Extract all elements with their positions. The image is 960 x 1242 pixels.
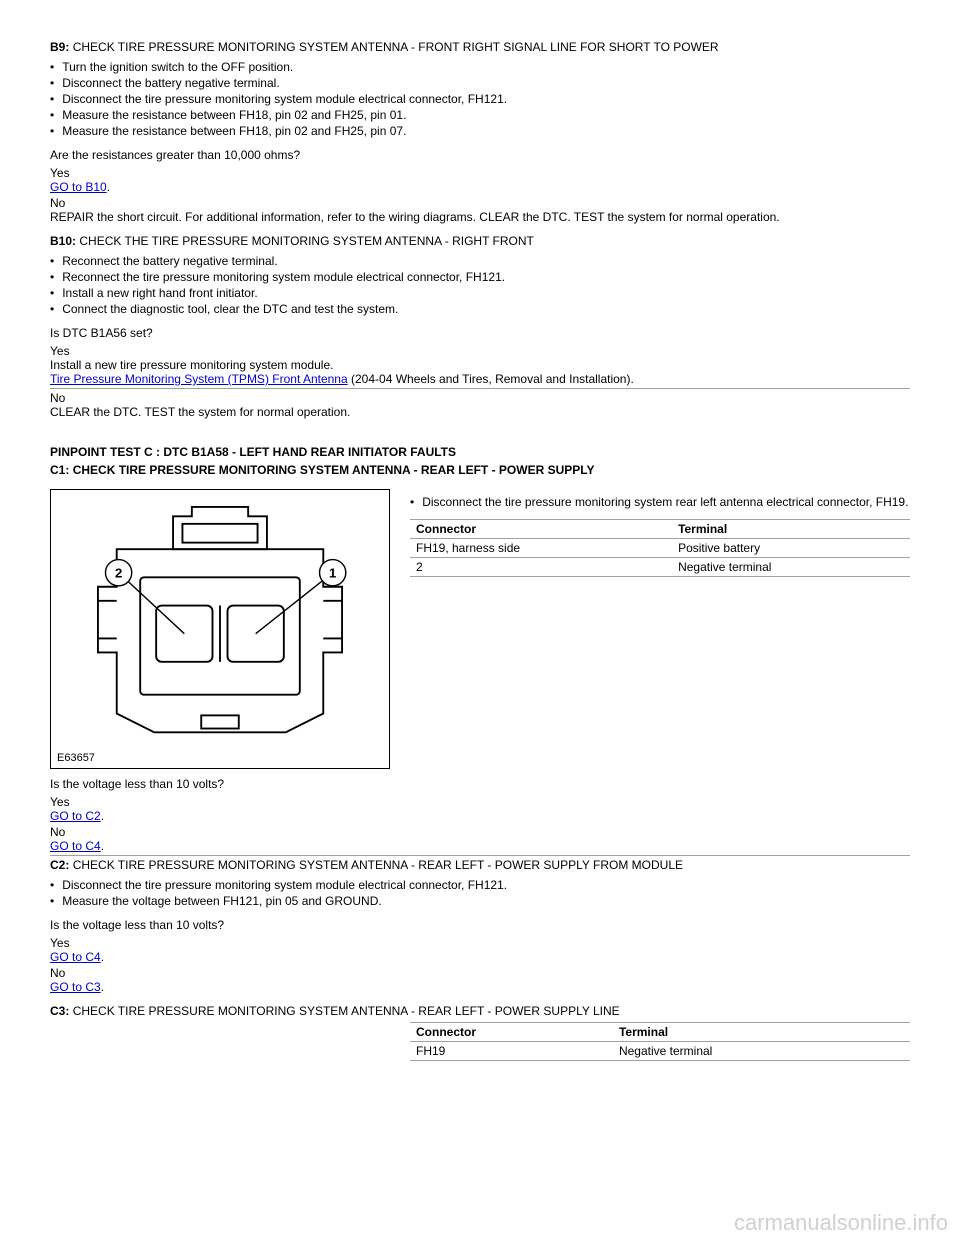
b10-bullet: Reconnect the tire pressure monitoring s… [50,270,910,284]
b9-bullet: Measure the resistance between FH18, pin… [50,124,910,138]
step-title-c2: CHECK TIRE PRESSURE MONITORING SYSTEM AN… [73,858,683,872]
step-label-b9: B9: [50,40,69,54]
connector-svg: 1 2 [51,490,389,768]
c1-measure-table: Connector Terminal FH19, harness side Po… [410,519,910,577]
table-cell: FH19 [410,1042,613,1061]
b10-no-text: CLEAR the DTC. TEST the system for norma… [50,405,350,419]
step-label-c1: C1: [50,463,69,477]
pinpoint-c-title: PINPOINT TEST C : DTC B1A58 - LEFT HAND … [50,445,910,459]
svg-text:2: 2 [115,565,122,580]
table-header: Terminal [613,1023,910,1042]
b9-bullets: Turn the ignition switch to the OFF posi… [50,60,910,138]
step-title-c1: CHECK TIRE PRESSURE MONITORING SYSTEM AN… [73,463,595,477]
c1-bullets: Disconnect the tire pressure monitoring … [410,495,910,509]
divider [50,855,910,856]
diagram-code: E63657 [57,752,95,764]
watermark: carmanualsonline.info [734,1210,948,1236]
svg-text:1: 1 [329,565,336,580]
c3-measure-table: Connector Terminal FH19 Negative termina… [410,1022,910,1061]
c1-no-label: No [50,825,65,839]
c2-bullet: Disconnect the tire pressure monitoring … [50,878,910,892]
c2-no-label: No [50,966,65,980]
table-header: Terminal [672,520,910,539]
step-title-b9: CHECK TIRE PRESSURE MONITORING SYSTEM AN… [73,40,719,54]
c1-bullet: Disconnect the tire pressure monitoring … [410,495,910,509]
b9-yes-label: Yes [50,166,70,180]
connector-diagram: 1 2 E63657 [50,489,390,769]
b10-yes-text: Install a new tire pressure monitoring s… [50,358,333,372]
link-goto-c4[interactable]: GO to C4 [50,839,101,853]
b9-yes-suffix: . [107,180,110,194]
table-header: Connector [410,520,672,539]
c2-bullets: Disconnect the tire pressure monitoring … [50,878,910,908]
c2-bullet: Measure the voltage between FH121, pin 0… [50,894,910,908]
b10-no-label: No [50,391,65,405]
b10-bullets: Reconnect the battery negative terminal.… [50,254,910,316]
step-title-b10: CHECK THE TIRE PRESSURE MONITORING SYSTE… [79,234,534,248]
table-header: Connector [410,1023,613,1042]
table-cell: Negative terminal [672,558,910,577]
step-label-b10: B10: [50,234,76,248]
step-label-c3: C3: [50,1004,69,1018]
link-goto-c2[interactable]: GO to C2 [50,809,101,823]
b9-bullet: Turn the ignition switch to the OFF posi… [50,60,910,74]
b9-bullet: Measure the resistance between FH18, pin… [50,108,910,122]
b10-yes-label: Yes [50,344,70,358]
b10-yes-group: (204-04 Wheels and Tires, Removal and In… [351,372,634,386]
b9-no-text: REPAIR the short circuit. For additional… [50,210,780,224]
link-goto-b10[interactable]: GO to B10 [50,180,107,194]
link-goto-c3[interactable]: GO to C3 [50,980,101,994]
b10-bullet: Install a new right hand front initiator… [50,286,910,300]
table-cell: FH19, harness side [410,539,672,558]
b10-bullet: Reconnect the battery negative terminal. [50,254,910,268]
table-cell: Positive battery [672,539,910,558]
b9-no-label: No [50,196,65,210]
link-tpms-front-antenna[interactable]: Tire Pressure Monitoring System (TPMS) F… [50,372,348,386]
b9-bullet: Disconnect the battery negative terminal… [50,76,910,90]
c1-yes-label: Yes [50,795,70,809]
c1-question: Is the voltage less than 10 volts? [50,777,910,791]
c2-question: Is the voltage less than 10 volts? [50,918,910,932]
table-cell: Negative terminal [613,1042,910,1061]
link-goto-c4-b[interactable]: GO to C4 [50,950,101,964]
b9-question: Are the resistances greater than 10,000 … [50,148,910,162]
b10-bullet: Connect the diagnostic tool, clear the D… [50,302,910,316]
c2-yes-label: Yes [50,936,70,950]
divider [50,388,910,389]
step-title-c3: CHECK TIRE PRESSURE MONITORING SYSTEM AN… [73,1004,620,1018]
b9-bullet: Disconnect the tire pressure monitoring … [50,92,910,106]
b10-question: Is DTC B1A56 set? [50,326,910,340]
step-label-c2: C2: [50,858,69,872]
table-cell: 2 [410,558,672,577]
